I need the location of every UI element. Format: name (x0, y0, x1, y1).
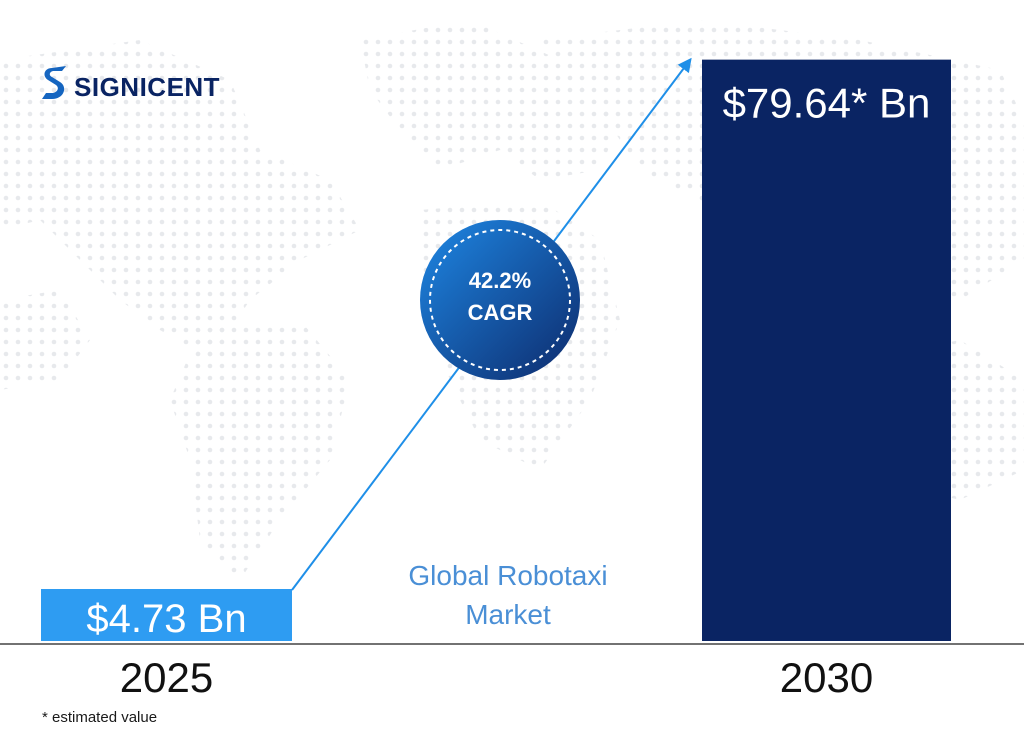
bar-2025 (41, 589, 292, 641)
chart-title-line-1: Global Robotaxi (408, 560, 607, 591)
cagr-value: 42.2% (469, 268, 531, 293)
category-label-2030: 2030 (780, 654, 873, 701)
chart-title: Global Robotaxi Market (408, 560, 607, 630)
category-label-2025: 2025 (120, 654, 213, 701)
cagr-badge: 42.2% CAGR (420, 220, 580, 380)
cagr-label: CAGR (468, 300, 533, 325)
chart-title-line-2: Market (465, 599, 551, 630)
bar-value-label-2025: $4.73 Bn (86, 597, 246, 641)
brand-name: SIGNICENT (74, 72, 220, 102)
bar-value-label-2030: $79.64* Bn (723, 80, 931, 127)
bar-2030 (702, 59, 951, 642)
bars-group: $4.73 Bn 2025 $79.64* Bn 2030 (41, 59, 951, 701)
footnote: * estimated value (42, 709, 157, 726)
brand-logo: SIGNICENT (42, 66, 220, 102)
signicent-logo-icon (42, 66, 66, 99)
